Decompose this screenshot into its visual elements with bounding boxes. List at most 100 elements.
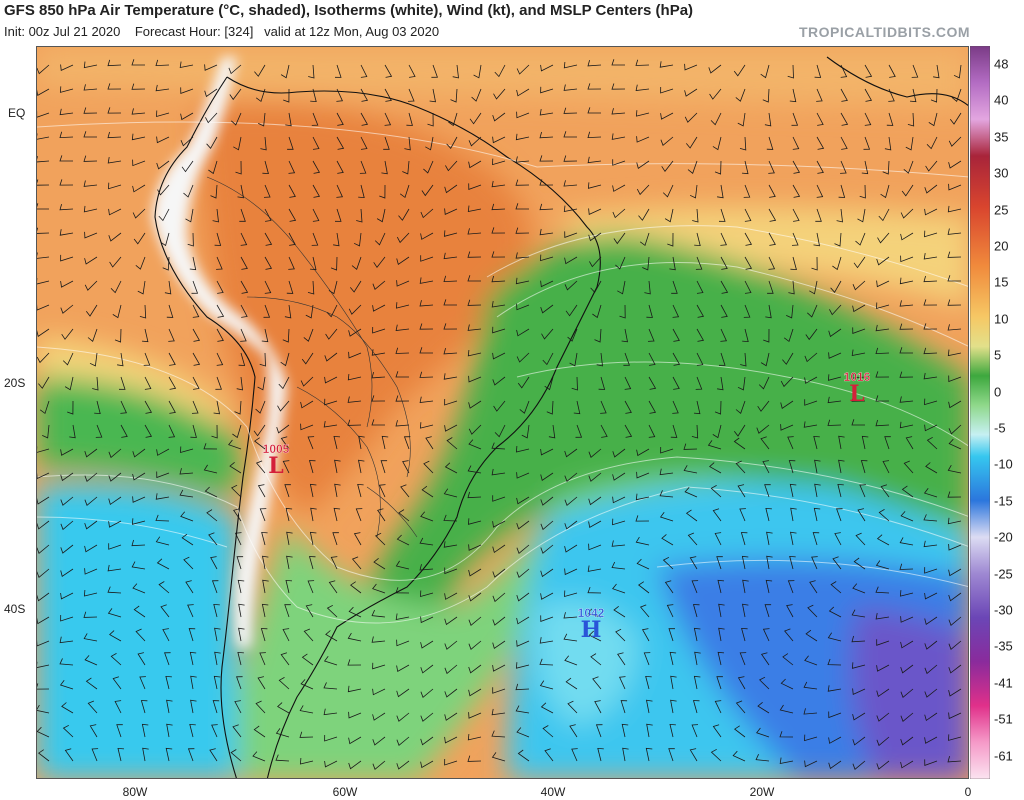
wind-barb [516,496,530,505]
wind-barb [564,472,578,482]
wind-barb [288,184,296,198]
wind-barb [263,304,271,318]
wind-barb [229,461,242,474]
wind-barb [876,280,890,288]
wind-barb [162,256,170,271]
wind-barb [107,131,122,139]
wind-barb [420,736,434,746]
wind-barb [132,448,146,458]
wind-barb [348,304,362,315]
wind-barb [588,448,602,458]
wind-barb [925,160,938,172]
wind-barb [539,658,554,666]
wind-barb [612,159,626,166]
wind-barb [420,688,434,698]
wind-barb [288,160,296,174]
wind-barb [782,653,794,666]
wind-barb [696,280,704,294]
wind-barb [792,208,800,222]
wind-barb [948,438,962,450]
wind-barb [811,556,818,570]
wind-barb [420,760,434,769]
wind-barb [60,448,74,456]
wind-barb [216,304,225,318]
wind-barb [420,590,434,598]
wind-barb [617,280,626,295]
wind-barb [399,184,410,199]
wind-barb [762,460,770,474]
wind-barb [116,724,123,738]
wind-barb [311,232,319,246]
wind-barb [832,556,842,570]
wind-barb [444,664,458,675]
wind-barb [860,460,868,474]
wind-barb [696,328,705,342]
wind-barb [37,446,50,453]
wind-barb [301,352,314,365]
wind-barb [924,230,938,238]
wind-barb [517,376,530,389]
wind-barb [516,328,530,337]
wind-barb [907,112,915,127]
wind-barb [792,160,801,174]
wind-barb [395,613,410,621]
wind-barb [760,436,770,450]
wind-barb [540,615,554,622]
wind-barb [491,275,506,283]
wind-barb [240,280,249,294]
wind-barb [600,400,607,414]
wind-barb [567,700,578,714]
wind-barb [851,395,866,402]
wind-barb [668,748,675,762]
wind-barb [60,568,74,577]
wind-barb [333,232,340,247]
wind-barb [330,556,338,570]
wind-barb [258,112,266,127]
wind-barb [828,760,842,770]
wind-barb [611,108,626,115]
wind-barb [659,511,674,522]
wind-barb [737,676,746,690]
wind-barb [791,232,799,246]
wind-barb [709,462,722,474]
wind-barb [233,508,242,522]
wind-barb [621,723,629,738]
wind-barb [587,608,602,618]
wind-barb [900,760,914,769]
wind-barb [828,352,842,359]
wind-barb [876,639,890,646]
wind-barb [83,611,98,618]
wind-barb [903,160,914,174]
wind-barb [792,184,801,198]
wind-barb [131,83,146,90]
wind-barb [923,514,938,522]
wind-barb [900,232,914,241]
wind-barb [372,662,386,670]
wind-barb [395,302,410,309]
wind-barb [924,616,938,625]
wind-barb [928,112,938,127]
wind-barb [901,184,914,197]
wind-barb [757,400,770,412]
wind-barb [782,352,794,365]
wind-barb [864,112,872,126]
wind-barb [571,748,578,762]
wind-barb [672,304,680,318]
wind-barb [452,64,459,79]
wind-barb [156,160,170,170]
wind-barb [492,616,506,626]
wind-barb [905,436,914,450]
wind-barb [592,676,602,690]
wind-barb [37,639,50,647]
wind-barb [564,496,578,506]
wind-barb [768,232,776,246]
wind-barb [492,687,506,694]
wind-barb [254,437,266,450]
wind-barb [301,653,314,666]
wind-barb [336,184,343,198]
wind-barb [648,400,657,414]
wind-barb [324,376,338,384]
wind-barb [789,555,796,570]
wind-barb [948,160,962,169]
low-center-1005: 1005 L [263,442,290,477]
